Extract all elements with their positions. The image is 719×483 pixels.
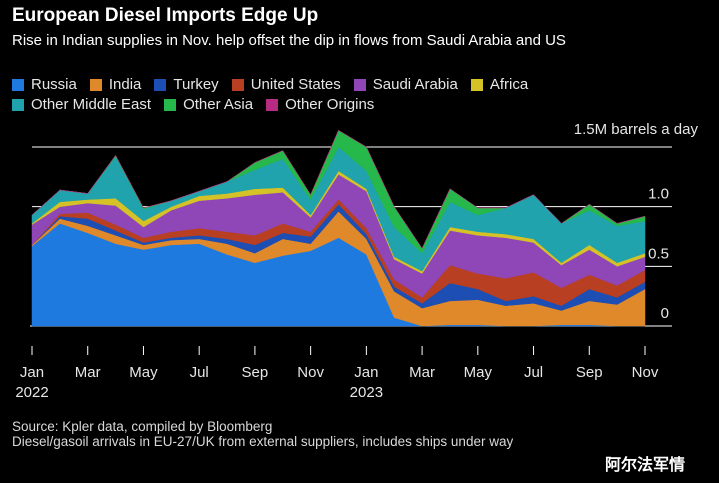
legend-swatch [353,79,366,91]
x-tick-label: Nov [632,364,659,381]
x-tick-label: Mar [75,364,101,381]
legend-label: United States [250,76,341,93]
legend: Russia India Turkey United States Saudi Arab… [12,76,572,114]
x-tick-label: Jan [20,364,44,381]
legend-item: Other Origins [266,96,374,114]
legend-label: Russia [31,76,77,93]
x-tick-label: Jan [354,364,378,381]
y-tick-label: 1.0 [648,186,669,203]
legend-swatch [164,99,177,111]
chart-title: European Diesel Imports Edge Up [12,5,319,26]
legend-item: Saudi Arabia [353,76,458,94]
x-tick-label: Jul [524,364,543,381]
legend-label: Other Origins [285,96,375,113]
legend-label: Africa [489,76,529,93]
chart-subtitle: Rise in Indian supplies in Nov. help off… [12,32,566,49]
y-tick-label: 0.5 [648,245,669,262]
legend-item: United States [231,76,341,94]
legend-item: Other Middle East [12,96,151,114]
legend-item: Africa [470,76,529,94]
legend-item: Turkey [154,76,219,94]
legend-label: Other Middle East [31,96,152,113]
x-tick-label: May [464,364,493,381]
legend-item: India [89,76,142,94]
x-tick-label: Jul [190,364,209,381]
x-tick-label: Mar [409,364,435,381]
legend-item: Other Asia [164,96,253,114]
area-other-origins [31,129,646,249]
source-note: Source: Kpler data, compiled by Bloomber… [12,419,587,449]
x-tick-label: Nov [297,364,324,381]
y-axis-ticks: 0 0.5 1.0 [648,186,669,322]
x-axis-ticks: Jan 2022 Mar May Jul Sep Nov Jan 2023 Mar May Jul Se… [15,346,659,401]
x-tick-label: Sep [242,364,269,381]
x-tick-year-label: 2022 [15,384,48,401]
y-tick-label: 0 [661,305,669,322]
x-tick-label: Sep [576,364,603,381]
legend-swatch [154,79,167,91]
watermark-text: 阿尔法军情 [605,457,686,474]
legend-label: Other Asia [183,96,254,113]
legend-swatch [12,79,24,91]
source-line: Source: Kpler data, compiled by Bloomber… [12,419,273,434]
legend-swatch [89,79,102,91]
legend-swatch [266,99,279,111]
legend-swatch [470,79,483,91]
legend-label: Turkey [173,76,219,93]
x-tick-year-label: 2023 [350,384,383,401]
legend-item: Russia [12,76,77,94]
legend-swatch [231,79,244,91]
legend-label: India [108,76,142,93]
area-series [31,129,646,327]
y-axis-unit-label: 1.5M barrels a day [573,121,698,138]
legend-label: Saudi Arabia [372,76,458,93]
x-tick-label: May [129,364,158,381]
methodology-note: Diesel/gasoil arrivals in EU-27/UK from … [12,434,514,449]
legend-swatch [12,99,24,111]
